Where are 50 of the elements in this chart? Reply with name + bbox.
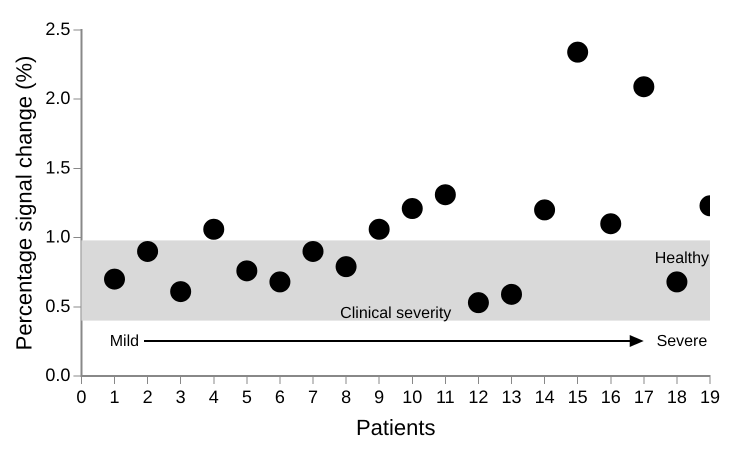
point <box>402 198 423 220</box>
point <box>633 76 654 98</box>
x-tick-label: 8 <box>341 386 352 407</box>
y-axis-title: Percentage signal change (%) <box>11 56 36 350</box>
point <box>434 184 456 206</box>
point <box>170 281 192 302</box>
y-tick-label: 0.0 <box>45 364 70 385</box>
point <box>302 240 324 262</box>
x-tick-label: 5 <box>242 386 252 407</box>
point <box>336 256 357 278</box>
point <box>666 271 688 292</box>
point <box>534 199 556 220</box>
band-label: Healthy <box>654 250 709 267</box>
point <box>203 218 224 240</box>
x-tick-label: 2 <box>142 386 153 407</box>
annotation: Severe <box>656 332 708 350</box>
x-tick-label: 7 <box>308 386 318 407</box>
x-tick-label: 13 <box>501 386 522 407</box>
x-tick-label: 14 <box>534 386 555 407</box>
x-tick-label: 1 <box>110 386 120 407</box>
y-tick-label: 1.5 <box>45 157 70 178</box>
x-tick-label: 0 <box>76 386 86 407</box>
x-tick-label: 6 <box>274 386 285 407</box>
x-tick-label: 4 <box>208 386 219 407</box>
y-tick-label: 0.5 <box>45 296 70 316</box>
point <box>567 42 588 63</box>
point <box>600 213 622 234</box>
point <box>501 284 522 305</box>
point <box>269 271 290 292</box>
x-tick-label: 9 <box>374 386 384 407</box>
point <box>104 268 126 290</box>
x-tick-label: 12 <box>468 386 488 407</box>
x-tick-label: 16 <box>600 386 621 407</box>
x-tick-label: 17 <box>634 386 654 407</box>
point <box>137 240 158 262</box>
point <box>236 260 258 282</box>
x-tick-label: 3 <box>176 386 186 407</box>
y-tick-label: 1.0 <box>45 226 70 247</box>
x-axis-title: Patients <box>356 414 436 440</box>
point <box>368 218 390 240</box>
y-tick-label: 2.0 <box>45 88 70 108</box>
annotation: Mild <box>110 332 140 350</box>
point <box>468 292 489 314</box>
x-tick-label: 18 <box>666 386 687 407</box>
x-tick-label: 11 <box>436 386 455 407</box>
x-tick-label: 19 <box>700 386 720 407</box>
x-tick-label: 15 <box>568 386 588 407</box>
annotation: Clinical severity <box>340 305 452 322</box>
y-tick-label: 2.5 <box>45 18 70 39</box>
x-tick-label: 10 <box>402 386 422 407</box>
